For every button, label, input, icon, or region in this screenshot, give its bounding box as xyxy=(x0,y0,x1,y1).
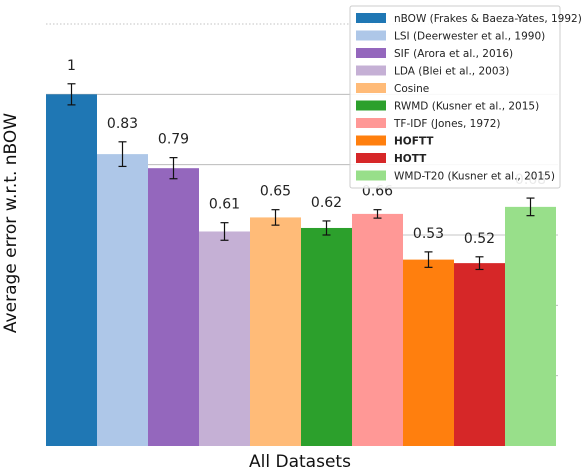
legend-swatch-6 xyxy=(356,118,386,128)
legend-entry-8: HOTT xyxy=(394,153,427,165)
bar-3 xyxy=(199,231,250,446)
bar-8 xyxy=(454,263,505,446)
legend-swatch-3 xyxy=(356,65,386,76)
bar-5 xyxy=(301,227,352,446)
error-bars-group xyxy=(67,83,535,271)
value-label-4: 0.65 xyxy=(260,184,291,200)
legend-entry-4: Cosine xyxy=(394,83,429,95)
legend-frame xyxy=(349,5,561,189)
bar-6 xyxy=(352,213,403,446)
legend-swatch-1 xyxy=(356,30,386,41)
legend-entry-3: LDA (Blei et al., 2003) xyxy=(394,66,509,78)
bar-4 xyxy=(250,217,301,446)
legend-swatch-5 xyxy=(356,100,386,111)
value-label-8: 0.52 xyxy=(464,231,495,247)
bar-7 xyxy=(403,259,454,446)
value-label-2: 0.79 xyxy=(158,132,189,148)
bar-1 xyxy=(97,154,148,446)
x-axis-label: All Datasets xyxy=(249,452,351,472)
bars-group xyxy=(46,94,556,446)
bar-2 xyxy=(148,168,199,446)
legend-swatch-7 xyxy=(356,135,386,146)
legend-entry-2: SIF (Arora et al., 2016) xyxy=(394,48,513,60)
legend-swatch-0 xyxy=(356,13,386,23)
legend-swatch-9 xyxy=(356,170,386,181)
legend-entry-9: WMD-T20 (Kusner et al., 2015) xyxy=(394,171,555,183)
value-label-1: 0.83 xyxy=(107,116,138,132)
legend-entry-6: TF-IDF (Jones, 1972) xyxy=(393,118,501,130)
y-axis-label: Average error w.r.t. nBOW xyxy=(1,113,21,333)
legend-swatch-8 xyxy=(356,153,386,163)
bar-9 xyxy=(505,206,556,446)
bar-0 xyxy=(46,94,97,446)
legend: nBOW (Frakes & Baeza-Yates, 1992) LSI (De… xyxy=(349,5,581,189)
legend-swatch-4 xyxy=(356,83,386,93)
legend-entry-7: HOFTT xyxy=(394,136,434,148)
legend-entry-0: nBOW (Frakes & Baeza-Yates, 1992) xyxy=(394,13,581,25)
value-label-0: 1 xyxy=(67,58,76,74)
value-labels-group: 10.830.790.610.650.620.660.530.520.68 xyxy=(67,58,546,247)
legend-entry-1: LSI (Deerwester et al., 1990) xyxy=(394,31,545,43)
value-label-7: 0.53 xyxy=(413,226,444,242)
value-label-3: 0.61 xyxy=(209,197,240,213)
legend-entry-5: RWMD (Kusner et al., 2015) xyxy=(394,101,539,113)
legend-swatch-2 xyxy=(356,48,386,58)
value-label-5: 0.62 xyxy=(311,195,342,211)
